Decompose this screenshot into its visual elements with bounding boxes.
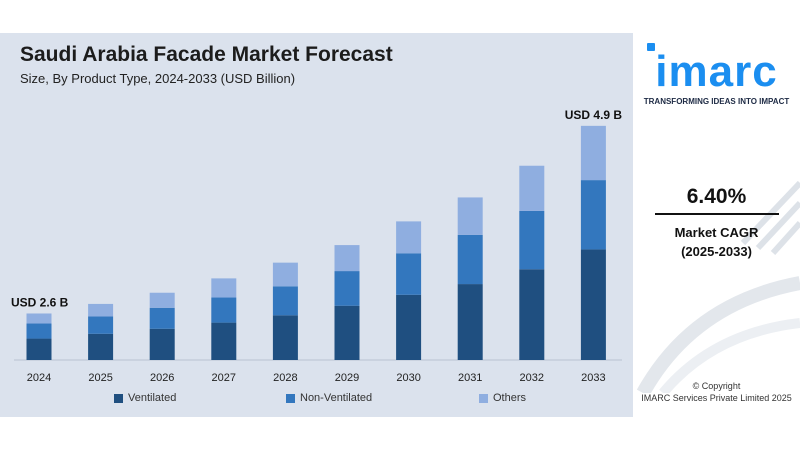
bar-others-2024: [26, 313, 52, 324]
bar-ventilated-2025: [88, 333, 114, 360]
brand-logo: imarc: [655, 47, 778, 96]
bar-others-2025: [88, 303, 114, 317]
bar-ventilated-2026: [149, 328, 175, 360]
bar-non-ventilated-2033: [580, 180, 606, 250]
copyright-line-2: IMARC Services Private Limited 2025: [641, 393, 792, 403]
x-tick-label-2026: 2026: [150, 372, 174, 384]
bar-others-2027: [211, 278, 237, 298]
brand-tagline: TRANSFORMING IDEAS INTO IMPACT: [643, 97, 790, 106]
x-tick-label-2033: 2033: [581, 372, 605, 384]
cagr-value: 6.40%: [686, 185, 747, 208]
x-tick-label-2024: 2024: [27, 372, 51, 384]
bar-ventilated-2033: [580, 249, 606, 360]
legend-swatch-others: [479, 393, 488, 403]
bar-ventilated-2032: [519, 269, 545, 360]
x-tick-label-2029: 2029: [335, 372, 359, 384]
bar-ventilated-2031: [457, 284, 483, 360]
logo-dot: [647, 43, 655, 51]
x-tick-label-2031: 2031: [458, 372, 482, 384]
bar-others-2033: [580, 125, 606, 181]
bar-non-ventilated-2028: [272, 286, 298, 316]
data-label-2024: USD 2.6 B: [11, 295, 69, 309]
bar-others-2030: [396, 221, 422, 254]
infographic: Saudi Arabia Facade Market Forecast Size…: [0, 33, 800, 417]
bar-non-ventilated-2030: [396, 253, 422, 295]
bar-non-ventilated-2031: [457, 234, 483, 285]
chart-title: Saudi Arabia Facade Market Forecast: [20, 43, 393, 66]
legend-swatch-ventilated: [114, 393, 123, 403]
legend-item-non-ventilated: Non-Ventilated: [286, 391, 372, 405]
chart-subtitle: Size, By Product Type, 2024-2033 (USD Bi…: [20, 71, 296, 86]
x-tick-label-2028: 2028: [273, 372, 297, 384]
legend-label-ventilated: Ventilated: [128, 392, 177, 404]
bar-ventilated-2029: [334, 305, 360, 360]
side-panel: imarc TRANSFORMING IDEAS INTO IMPACT 6.4…: [633, 33, 800, 417]
bar-others-2026: [149, 292, 175, 308]
decorative-background: [636, 180, 800, 393]
cagr-label: Market CAGR: [674, 225, 759, 240]
bar-others-2032: [519, 165, 545, 211]
bar-others-2031: [457, 197, 483, 235]
legend-item-ventilated: Ventilated: [114, 391, 176, 405]
x-tick-label-2032: 2032: [520, 372, 544, 384]
legend-swatch-non-ventilated: [286, 393, 295, 403]
bar-non-ventilated-2032: [519, 210, 545, 270]
bar-non-ventilated-2027: [211, 297, 237, 323]
bar-ventilated-2027: [211, 322, 237, 360]
stacked-bar-chart: 2024 USD 2.6 B 2025 2026 2027 2028 2029 2030 203…: [11, 108, 623, 384]
legend-label-others: Others: [493, 392, 527, 404]
cagr-period: (2025-2033): [681, 244, 752, 259]
bar-non-ventilated-2025: [88, 316, 114, 334]
x-tick-label-2030: 2030: [396, 372, 420, 384]
bar-non-ventilated-2029: [334, 271, 360, 306]
bar-ventilated-2030: [396, 294, 422, 360]
chart-panel: Saudi Arabia Facade Market Forecast Size…: [0, 33, 633, 417]
bar-others-2028: [272, 262, 298, 287]
x-tick-label-2025: 2025: [88, 372, 112, 384]
bar-non-ventilated-2026: [149, 307, 175, 329]
bar-others-2029: [334, 245, 360, 272]
bar-ventilated-2024: [26, 338, 52, 360]
legend-item-others: Others: [479, 391, 526, 405]
x-tick-label-2027: 2027: [212, 372, 236, 384]
cagr-divider: [655, 213, 779, 215]
bar-ventilated-2028: [272, 315, 298, 360]
copyright-line-1: © Copyright: [692, 381, 741, 391]
bar-non-ventilated-2024: [26, 323, 52, 339]
legend-label-non-ventilated: Non-Ventilated: [300, 392, 373, 404]
data-label-2033: USD 4.9 B: [565, 108, 623, 122]
